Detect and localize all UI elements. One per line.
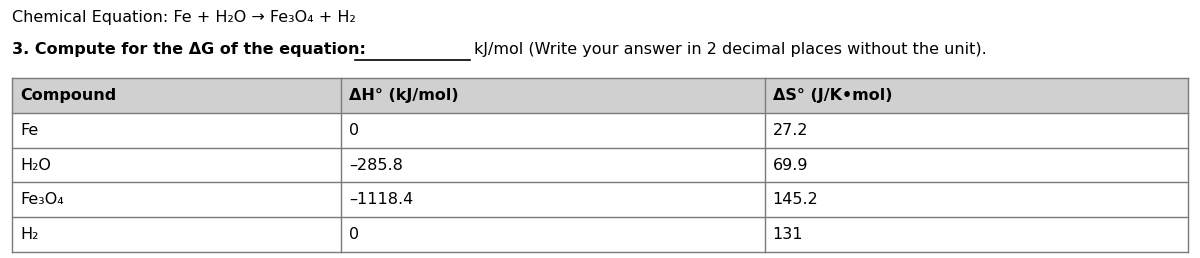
Text: 0: 0 [349, 123, 360, 138]
Text: 131: 131 [773, 227, 803, 242]
Text: H₂O: H₂O [20, 157, 50, 173]
Text: ΔH° (kJ/mol): ΔH° (kJ/mol) [349, 88, 458, 103]
Bar [12, 78, 1188, 113]
Text: Fe₃O₄: Fe₃O₄ [20, 192, 64, 207]
Text: 145.2: 145.2 [773, 192, 818, 207]
Text: 0: 0 [349, 227, 360, 242]
Text: Compound: Compound [20, 88, 116, 103]
Text: –1118.4: –1118.4 [349, 192, 414, 207]
Text: Fe: Fe [20, 123, 38, 138]
Text: H₂: H₂ [20, 227, 38, 242]
Text: kJ/mol (Write your answer in 2 decimal places without the unit).: kJ/mol (Write your answer in 2 decimal p… [474, 42, 986, 57]
Text: –285.8: –285.8 [349, 157, 403, 173]
Text: 3. Compute for the ΔG of the equation:: 3. Compute for the ΔG of the equation: [12, 42, 366, 57]
Text: 27.2: 27.2 [773, 123, 808, 138]
Text: ΔS° (J/K•mol): ΔS° (J/K•mol) [773, 88, 892, 103]
Text: 69.9: 69.9 [773, 157, 808, 173]
Text: Chemical Equation: Fe + H₂O → Fe₃O₄ + H₂: Chemical Equation: Fe + H₂O → Fe₃O₄ + H₂ [12, 10, 355, 25]
